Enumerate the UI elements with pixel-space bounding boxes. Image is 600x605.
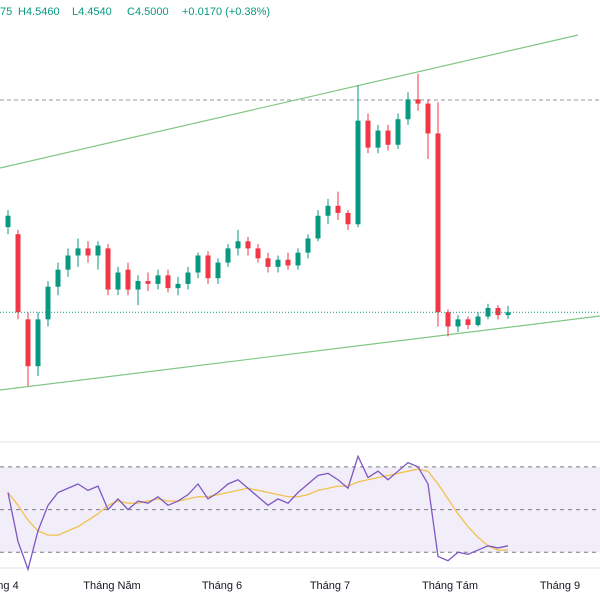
candle-body: [185, 272, 191, 284]
candle-body: [435, 133, 441, 313]
candle-body: [315, 215, 321, 239]
candle-body: [135, 281, 141, 290]
candle-body: [165, 275, 171, 289]
ohlc-header: 75: [0, 6, 12, 18]
x-tick-label: Tháng Tám: [422, 580, 478, 592]
candle-body: [105, 248, 111, 290]
ohlc-header: +0.0170 (+0.38%): [182, 6, 270, 18]
x-tick-label: Tháng 9: [540, 580, 580, 592]
candle-body: [425, 103, 431, 134]
candle-body: [445, 312, 451, 327]
candle-body: [415, 99, 421, 104]
ohlc-header: H4.5460: [18, 6, 60, 18]
candle-body: [275, 259, 281, 267]
candle-body: [15, 234, 21, 313]
candle-body: [395, 119, 401, 145]
rsi-line: [7, 454, 509, 572]
candle-body: [345, 212, 351, 225]
ohlc-header: C4.5000: [127, 6, 169, 18]
candle-body: [335, 205, 341, 213]
ohlc-header: L4.4540: [72, 6, 112, 18]
candle-body: [55, 269, 61, 287]
candle-body: [405, 99, 411, 120]
candle-body: [5, 215, 11, 228]
x-tick-label: Tháng Năm: [83, 580, 140, 592]
x-tick-label: Tháng 6: [202, 580, 242, 592]
candle-body: [485, 308, 491, 317]
candle-body: [95, 245, 101, 256]
candle-body: [45, 286, 51, 320]
candle-body: [475, 316, 481, 326]
candle-body: [325, 205, 331, 216]
channel-upper: [0, 34, 579, 169]
candle-body: [65, 255, 71, 270]
candle-body: [255, 248, 261, 259]
candle-body: [495, 308, 501, 316]
candle-body: [35, 319, 41, 367]
candle-body: [465, 319, 471, 326]
candle-body: [505, 312, 511, 316]
x-tick-label: Tháng 7: [310, 580, 350, 592]
candle-body: [295, 252, 301, 266]
candle-body: [115, 272, 121, 290]
candle-body: [265, 258, 271, 267]
candle-body: [25, 319, 31, 367]
candle-body: [155, 275, 161, 284]
candle-body: [375, 130, 381, 148]
candle-body: [385, 130, 391, 145]
candle-body: [145, 281, 151, 284]
candle-body: [215, 262, 221, 279]
candle-body: [245, 241, 251, 249]
candle-body: [85, 248, 91, 256]
rsi-ma-line: [7, 468, 508, 551]
candle-body: [235, 241, 241, 249]
candle-body: [365, 120, 371, 148]
channel-lower: [0, 315, 600, 391]
candle-body: [205, 255, 211, 279]
candle-body: [305, 238, 311, 253]
candle-body: [225, 248, 231, 263]
candle-body: [285, 259, 291, 266]
candle-body: [355, 120, 361, 225]
candle-body: [195, 255, 201, 273]
candle-body: [75, 248, 81, 256]
candle-body: [125, 269, 131, 290]
candle-body: [455, 319, 461, 327]
candle-body: [175, 283, 181, 289]
x-tick-label: ng 4: [0, 580, 19, 592]
